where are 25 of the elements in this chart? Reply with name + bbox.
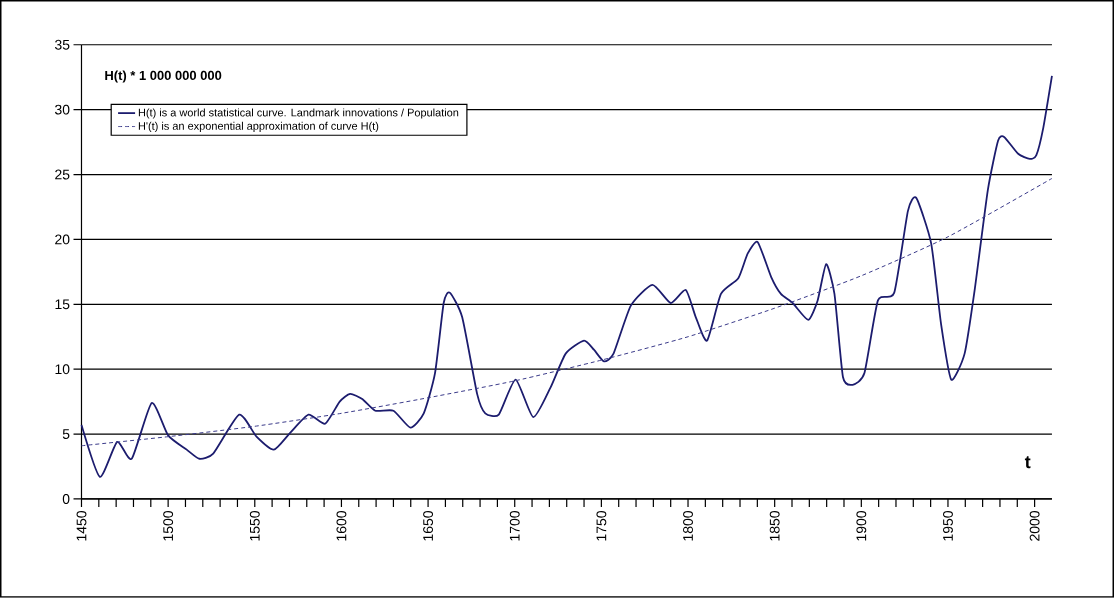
y-tick-label: 35 [55, 39, 70, 50]
x-tick-label: 1600 [336, 511, 347, 541]
annotation: t [1024, 456, 1031, 469]
y-tick-label: 10 [55, 364, 70, 375]
y-tick-label: 0 [62, 494, 70, 505]
x-tick-label: 1900 [856, 511, 867, 541]
x-tick-label: 1950 [943, 511, 953, 541]
y-tick-label: 25 [55, 169, 70, 180]
x-tick-label: 1500 [163, 511, 174, 541]
x-tick-label: 1700 [509, 511, 520, 541]
x-tick-label: 1850 [769, 511, 780, 541]
x-tick-label: 1800 [683, 511, 693, 541]
legend-label: H(t) is a world statistical curve. Landmark innovations / Population [138, 108, 459, 119]
x-tick-label: 1450 [76, 511, 87, 541]
x-tick-label: 1550 [249, 511, 260, 541]
annotation: H(t) * 1 000 000 000 [105, 70, 222, 83]
y-tick-label: 20 [55, 234, 70, 245]
y-tick-label: 30 [55, 104, 70, 115]
x-tick-label: 1650 [423, 511, 434, 541]
line-series [80, 178, 1053, 447]
x-tick-label: 1750 [596, 511, 607, 541]
y-tick-label: 15 [55, 299, 70, 310]
x-tick-label: 2000 [1029, 511, 1040, 541]
y-tick-label: 5 [62, 429, 70, 440]
legend-label: H'(t) is an exponential approximation of curve H(t) [138, 121, 379, 133]
